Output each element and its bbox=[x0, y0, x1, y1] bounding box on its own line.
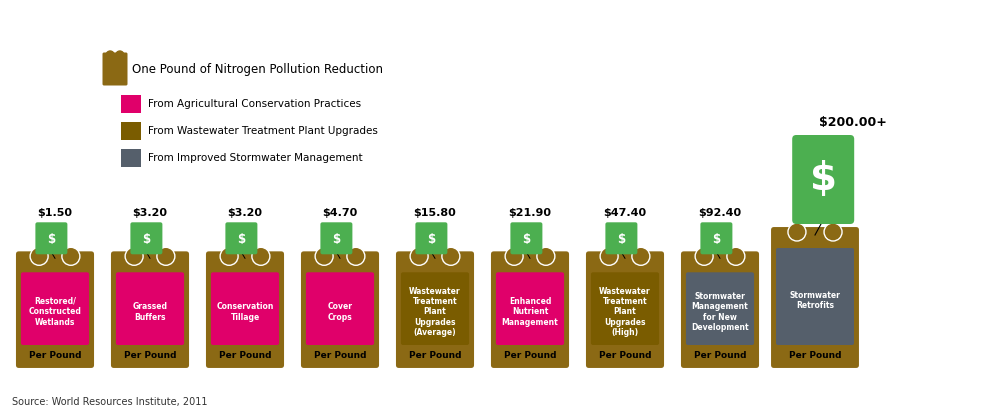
Text: $3.20: $3.20 bbox=[228, 208, 262, 219]
Text: Per Pound: Per Pound bbox=[29, 351, 81, 359]
Text: $92.40: $92.40 bbox=[698, 208, 742, 219]
Text: Stormwater
Management
for New
Development: Stormwater Management for New Developmen… bbox=[691, 292, 749, 332]
Text: $47.40: $47.40 bbox=[603, 208, 647, 219]
Circle shape bbox=[106, 51, 114, 59]
FancyBboxPatch shape bbox=[103, 53, 128, 85]
FancyBboxPatch shape bbox=[300, 250, 380, 369]
Text: $: $ bbox=[522, 233, 530, 246]
Text: Per Pound: Per Pound bbox=[219, 351, 271, 359]
Text: Conservation
Tillage: Conservation Tillage bbox=[216, 302, 274, 322]
FancyBboxPatch shape bbox=[792, 135, 854, 224]
Circle shape bbox=[442, 247, 460, 265]
Text: Per Pound: Per Pound bbox=[789, 351, 841, 359]
Circle shape bbox=[695, 247, 713, 265]
Circle shape bbox=[347, 247, 365, 265]
FancyBboxPatch shape bbox=[401, 272, 469, 345]
Circle shape bbox=[220, 247, 238, 265]
FancyBboxPatch shape bbox=[15, 250, 95, 369]
Circle shape bbox=[537, 247, 555, 265]
Text: Per Pound: Per Pound bbox=[314, 351, 366, 359]
FancyBboxPatch shape bbox=[605, 222, 637, 254]
Text: From Agricultural Conservation Practices: From Agricultural Conservation Practices bbox=[148, 99, 361, 109]
Text: Restored/
Constructed
Wetlands: Restored/ Constructed Wetlands bbox=[29, 297, 81, 327]
Circle shape bbox=[600, 247, 618, 265]
Text: Wastewater
Treatment
Plant
Upgrades
(High): Wastewater Treatment Plant Upgrades (Hig… bbox=[599, 286, 651, 337]
FancyBboxPatch shape bbox=[306, 272, 374, 345]
Circle shape bbox=[824, 223, 842, 241]
Text: $15.80: $15.80 bbox=[414, 208, 456, 219]
FancyBboxPatch shape bbox=[211, 272, 279, 345]
Circle shape bbox=[315, 247, 333, 265]
FancyBboxPatch shape bbox=[130, 222, 162, 254]
FancyBboxPatch shape bbox=[415, 222, 447, 254]
FancyBboxPatch shape bbox=[121, 122, 141, 140]
Text: $: $ bbox=[617, 233, 625, 246]
FancyBboxPatch shape bbox=[585, 250, 665, 369]
Text: $: $ bbox=[712, 233, 720, 246]
FancyBboxPatch shape bbox=[490, 250, 570, 369]
Circle shape bbox=[788, 223, 806, 241]
FancyBboxPatch shape bbox=[35, 222, 67, 254]
FancyBboxPatch shape bbox=[686, 272, 754, 345]
FancyBboxPatch shape bbox=[320, 222, 352, 254]
Text: $3.20: $3.20 bbox=[132, 208, 168, 219]
Text: $200.00+: $200.00+ bbox=[819, 116, 887, 129]
Text: Per Pound: Per Pound bbox=[694, 351, 746, 359]
Text: $: $ bbox=[142, 233, 150, 246]
Circle shape bbox=[727, 247, 745, 265]
Text: Grassed
Buffers: Grassed Buffers bbox=[132, 302, 168, 322]
FancyBboxPatch shape bbox=[205, 250, 285, 369]
FancyBboxPatch shape bbox=[110, 250, 190, 369]
Circle shape bbox=[157, 247, 175, 265]
FancyBboxPatch shape bbox=[591, 272, 659, 345]
Text: $: $ bbox=[427, 233, 435, 246]
FancyBboxPatch shape bbox=[225, 222, 257, 254]
Text: From Improved Stormwater Management: From Improved Stormwater Management bbox=[148, 153, 363, 163]
Circle shape bbox=[632, 247, 650, 265]
Text: Per Pound: Per Pound bbox=[599, 351, 651, 359]
FancyBboxPatch shape bbox=[21, 272, 89, 345]
Text: One Pound of Nitrogen Pollution Reduction: One Pound of Nitrogen Pollution Reductio… bbox=[132, 63, 383, 75]
Text: $: $ bbox=[47, 233, 55, 246]
Text: From Wastewater Treatment Plant Upgrades: From Wastewater Treatment Plant Upgrades bbox=[148, 126, 378, 136]
Circle shape bbox=[30, 247, 48, 265]
Text: Wastewater
Treatment
Plant
Upgrades
(Average): Wastewater Treatment Plant Upgrades (Ave… bbox=[409, 286, 461, 337]
Circle shape bbox=[505, 247, 523, 265]
FancyBboxPatch shape bbox=[700, 222, 732, 254]
Text: $: $ bbox=[810, 161, 837, 198]
Circle shape bbox=[252, 247, 270, 265]
Text: Per Pound: Per Pound bbox=[409, 351, 461, 359]
Circle shape bbox=[62, 247, 80, 265]
FancyBboxPatch shape bbox=[776, 248, 854, 345]
Text: $4.70: $4.70 bbox=[322, 208, 358, 219]
Text: $21.90: $21.90 bbox=[509, 208, 552, 219]
FancyBboxPatch shape bbox=[116, 272, 184, 345]
FancyBboxPatch shape bbox=[121, 95, 141, 113]
FancyBboxPatch shape bbox=[770, 226, 860, 369]
Text: Enhanced
Nutrient
Management: Enhanced Nutrient Management bbox=[502, 297, 558, 327]
Text: $: $ bbox=[237, 233, 245, 246]
Circle shape bbox=[410, 247, 428, 265]
Text: Cover
Crops: Cover Crops bbox=[327, 302, 352, 322]
Text: Per Pound: Per Pound bbox=[504, 351, 556, 359]
Circle shape bbox=[125, 247, 143, 265]
FancyBboxPatch shape bbox=[680, 250, 760, 369]
FancyBboxPatch shape bbox=[510, 222, 542, 254]
Text: Source: World Resources Institute, 2011: Source: World Resources Institute, 2011 bbox=[12, 397, 208, 407]
FancyBboxPatch shape bbox=[395, 250, 475, 369]
FancyBboxPatch shape bbox=[496, 272, 564, 345]
Text: $: $ bbox=[332, 233, 340, 246]
Text: Per Pound: Per Pound bbox=[124, 351, 176, 359]
Circle shape bbox=[116, 51, 124, 59]
Text: $1.50: $1.50 bbox=[38, 208, 72, 219]
FancyBboxPatch shape bbox=[121, 149, 141, 167]
Text: Stormwater
Retrofits: Stormwater Retrofits bbox=[790, 291, 840, 310]
